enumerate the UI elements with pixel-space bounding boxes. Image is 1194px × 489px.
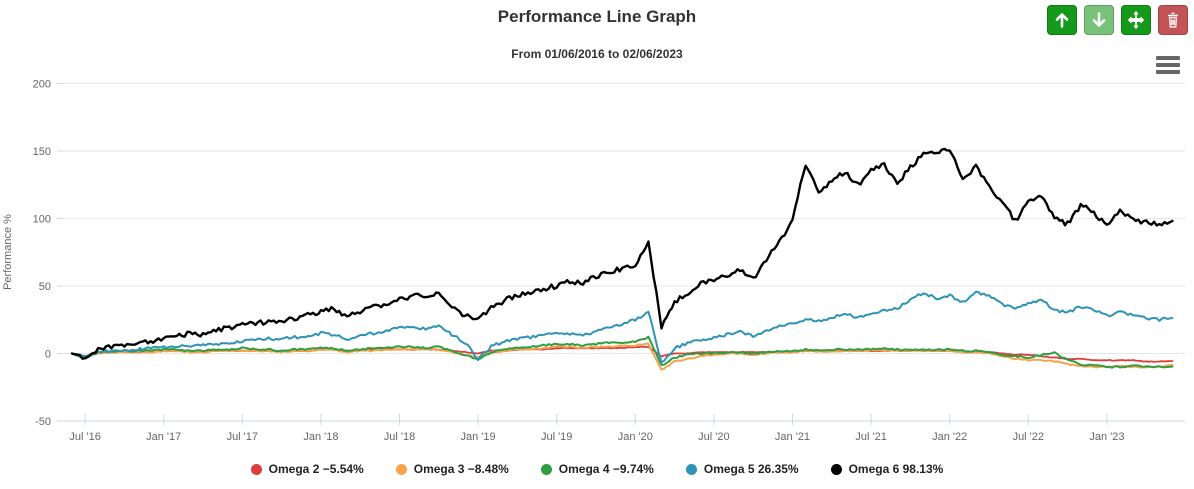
x-tick-label: Jan '22: [932, 431, 967, 443]
hamburger-menu-icon: [1156, 56, 1180, 60]
x-tick-label: Jul '18: [384, 431, 415, 443]
legend-label: Omega 5 26.35%: [703, 462, 799, 476]
y-tick-label: 100: [33, 214, 51, 226]
y-axis-labels: -50 0 50 100 150 200: [33, 79, 51, 429]
legend-item-omega-4[interactable]: Omega 4 −9.74%: [540, 462, 654, 476]
x-tick-label: Jul '17: [227, 431, 258, 443]
y-tick-label: 200: [33, 79, 51, 91]
x-tick-label: Jan '18: [303, 431, 338, 443]
chart-title: Performance Line Graph: [497, 7, 697, 26]
chart-toolbar: [1047, 5, 1188, 35]
series-lines: [70, 147, 1174, 371]
delete-button[interactable]: [1158, 5, 1188, 35]
chart-context-menu-button[interactable]: [1156, 56, 1180, 74]
y-tick-label: -50: [35, 416, 51, 428]
move-arrows-icon: [1125, 9, 1147, 31]
x-tick-label: Jan '17: [146, 431, 181, 443]
move-up-button[interactable]: [1047, 5, 1077, 35]
x-tick-label: Jul '21: [855, 431, 886, 443]
series-line-omega-4: [71, 335, 1174, 369]
legend-item-omega-3[interactable]: Omega 3 −8.48%: [395, 462, 509, 476]
chart-legend: Omega 2 −5.54% Omega 3 −8.48% Omega 4 −9.7…: [0, 456, 1194, 482]
arrow-up-icon: [1051, 9, 1073, 31]
arrow-down-icon: [1088, 9, 1110, 31]
x-tick-label: Jul '16: [69, 431, 100, 443]
legend-marker-icon: [830, 463, 842, 475]
x-tick-label: Jul '22: [1013, 431, 1044, 443]
y-axis-title: Performance %: [2, 214, 14, 290]
legend-item-omega-2[interactable]: Omega 2 −5.54%: [250, 462, 364, 476]
x-tick-label: Jul '20: [698, 431, 729, 443]
legend-item-omega-6[interactable]: Omega 6 98.13%: [830, 462, 944, 476]
gridlines: [57, 83, 1185, 422]
y-tick-label: 150: [33, 146, 51, 158]
chart-subtitle: From 01/06/2016 to 02/06/2023: [511, 47, 683, 61]
y-tick-label: 0: [45, 349, 51, 361]
legend-label: Omega 3 −8.48%: [413, 462, 509, 476]
series-line-omega-6: [70, 147, 1174, 360]
legend-marker-icon: [540, 463, 552, 475]
x-tick-label: Jul '19: [541, 431, 572, 443]
x-tick-label: Jan '20: [618, 431, 653, 443]
x-tick-label: Jan '23: [1089, 431, 1124, 443]
series-line-omega-3: [71, 342, 1174, 371]
hamburger-menu-icon: [1156, 63, 1180, 67]
series-line-omega-5: [71, 290, 1174, 364]
legend-marker-icon: [685, 463, 697, 475]
x-axis: Jul '16 Jan '17 Jul '17 Jan '18 Jul '18 Jan '…: [63, 414, 1185, 443]
legend-item-omega-5[interactable]: Omega 5 26.35%: [685, 462, 799, 476]
move-down-button[interactable]: [1084, 5, 1114, 35]
y-tick-label: 50: [39, 281, 51, 293]
legend-label: Omega 6 98.13%: [848, 462, 944, 476]
trash-icon: [1163, 10, 1183, 30]
legend-label: Omega 4 −9.74%: [558, 462, 654, 476]
legend-marker-icon: [250, 463, 262, 475]
legend-marker-icon: [395, 463, 407, 475]
move-button[interactable]: [1121, 5, 1151, 35]
x-tick-label: Jan '21: [775, 431, 810, 443]
hamburger-menu-icon: [1156, 70, 1180, 74]
legend-label: Omega 2 −5.54%: [268, 462, 364, 476]
x-tick-label: Jan '19: [461, 431, 496, 443]
